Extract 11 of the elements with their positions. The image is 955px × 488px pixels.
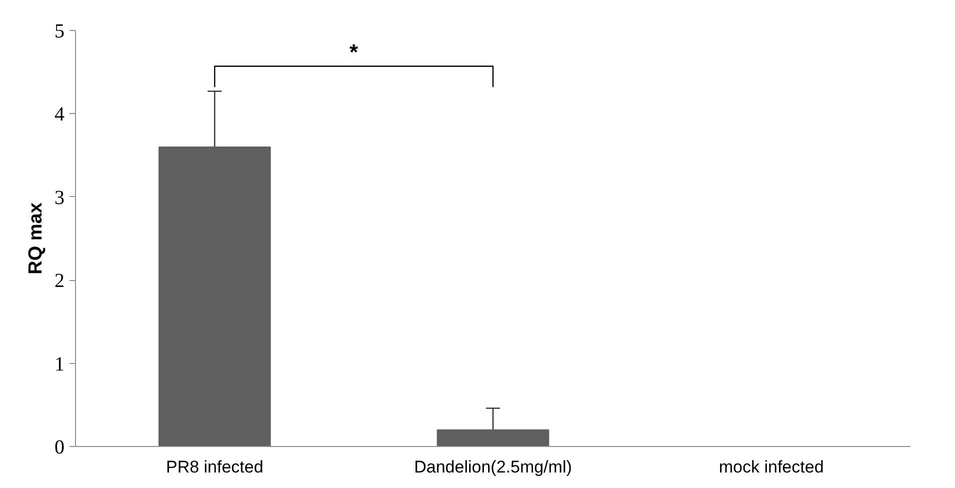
y-tick-label: 3 <box>54 186 64 209</box>
x-tick-label: PR8 infected <box>166 458 264 476</box>
x-tick-label: Dandelion(2.5mg/ml) <box>414 458 572 476</box>
y-tick-label: 1 <box>54 353 64 376</box>
y-tick-label: 5 <box>54 20 64 42</box>
x-tick-label: mock infected <box>718 458 824 476</box>
y-axis-title: RQ max <box>26 202 46 274</box>
y-tick-label: 4 <box>54 104 64 126</box>
y-tick-label: 2 <box>54 270 64 292</box>
annotation: * <box>350 39 359 64</box>
y-tick-label: 0 <box>54 436 64 458</box>
